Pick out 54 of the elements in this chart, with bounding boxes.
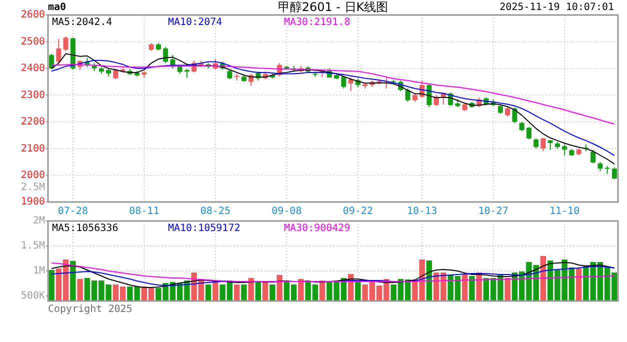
y-tick-label: 500K [20,290,45,302]
x-tick-label: 07-28 [58,206,88,217]
candlestick [113,68,118,80]
text: ma0 [48,2,66,13]
text: 2025-11-19 10:07:01 [500,2,614,13]
x-tick-label: 09-22 [342,206,373,217]
candlestick [341,75,346,89]
candlestick [598,161,603,172]
candlestick [348,77,354,92]
text: 2.5M [20,182,45,193]
text: Copyright 2025 [48,304,132,315]
candlestick [526,126,532,140]
text: MA10:1059172 [168,223,240,234]
candlestick [519,121,524,132]
line-series [51,262,615,288]
line-series [51,262,615,282]
candlestick [63,36,68,52]
y-tick-label: 2200 [20,116,45,128]
y-tick-label: 2000 [20,170,45,182]
text: MA5:2042.4 [52,17,112,28]
y-tick-label: 1M [32,266,45,277]
candlestick [49,53,54,70]
x-tick-label: 08-11 [129,206,160,217]
y-tick-label: 2300 [20,90,45,101]
text: MA30:2191.8 [284,17,350,28]
y-tick-label: 2M [32,216,45,227]
candlestick [426,84,432,108]
candlestick [56,38,62,64]
candlestick [540,137,546,152]
y-tick-label: 2600 [20,10,45,21]
y-tick-label: 2100 [20,143,45,154]
text: MA10:2074 [168,17,222,28]
y-tick-label: 2500 [20,36,45,48]
y-tick-label: 1.5M [20,240,45,252]
candlestick [612,166,617,180]
candlestick [405,88,410,102]
y-tick-label: 1900 [20,196,45,208]
x-tick-label: 11-10 [550,206,580,217]
candlestick [163,46,168,64]
candlestick [512,106,518,124]
x-tick-label: 08-25 [200,206,230,217]
candlestick [505,106,510,118]
candlestick [434,94,439,106]
text: MA30:900429 [284,223,350,234]
x-tick-label: 09-08 [272,206,302,217]
x-tick-label: 10-27 [478,206,508,217]
candlestick [534,138,539,150]
chart-title: 甲醇2601 - 日K线图 [278,0,388,14]
candlestick [590,149,596,164]
text: MA5:1056336 [52,223,118,234]
y-tick-label: 2400 [20,63,45,74]
candlestick [227,69,232,80]
x-tick-label: 10-13 [407,206,438,217]
candlestick [562,144,568,156]
